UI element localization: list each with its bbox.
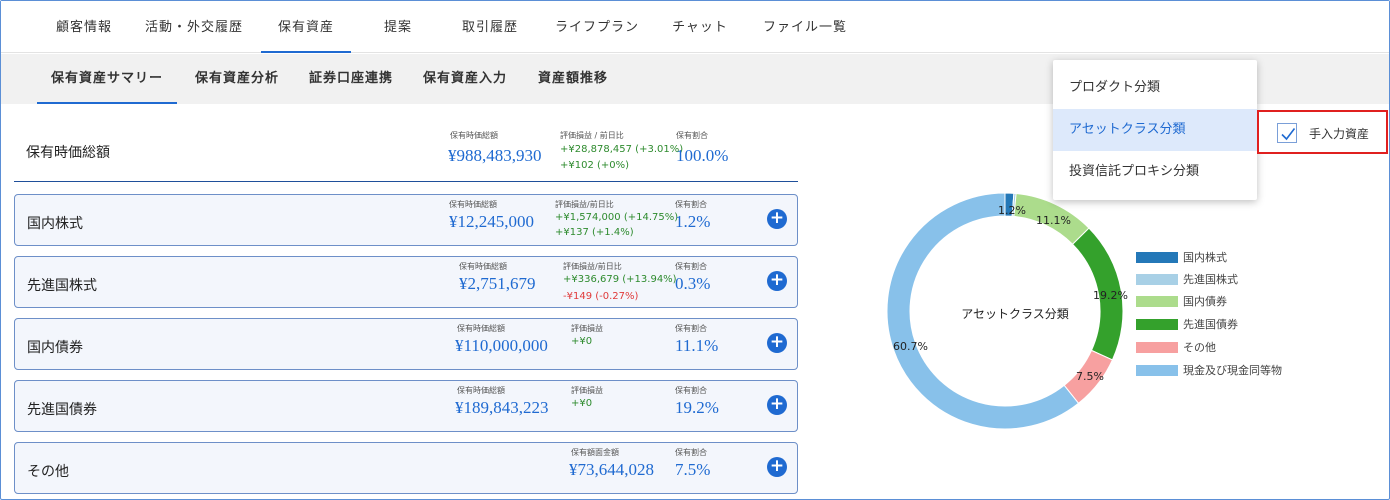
slice-cash (886, 192, 1080, 430)
asset-row-developed-stocks: 先進国株式 保有時価総額 ¥2,751,679 評価損益/前日比 +¥336,6… (14, 256, 798, 308)
total-holdings-row: 保有時価総額 保有時価総額 ¥988,483,930 評価損益 / 前日比 +¥… (14, 120, 798, 182)
top-navigation: 顧客情報 活動・外交履歴 保有資産 提案 取引履歴 ライフプラン チャット ファ… (1, 1, 1389, 53)
asset-gain: +¥0 (571, 336, 593, 347)
asset-label: 先進国債券 (27, 402, 97, 418)
total-label: 保有時価総額 (26, 145, 110, 161)
legend-label: 国内債券 (1183, 295, 1227, 308)
asset-daily-change: -¥149 (-0.27%) (563, 291, 639, 302)
total-gain-caption: 評価損益 / 前日比 (560, 131, 624, 140)
expand-plus-button[interactable]: + (767, 209, 787, 229)
legend-label: その他 (1183, 341, 1216, 354)
subtab-holdings-summary[interactable]: 保有資産サマリー (37, 54, 177, 104)
tab-file-list[interactable]: ファイル一覧 (762, 20, 847, 35)
asset-ratio-caption: 保有割合 (675, 386, 707, 395)
tab-chat[interactable]: チャット (672, 20, 728, 35)
dropdown-item-fund-proxy[interactable]: 投資信託プロキシ分類 (1069, 164, 1200, 179)
asset-value-caption: 保有時価総額 (459, 262, 507, 271)
asset-value: ¥12,245,000 (449, 212, 534, 231)
chart-label-developed-bonds: 19.2% (1093, 289, 1128, 302)
classification-dropdown: プロダクト分類 アセットクラス分類 投資信託プロキシ分類 (1053, 60, 1257, 200)
total-value: ¥988,483,930 (448, 146, 542, 165)
asset-gain: +¥336,679 (+13.94%) (563, 274, 677, 285)
asset-class-donut-chart (886, 192, 1124, 430)
legend-swatch (1136, 274, 1178, 285)
chart-label-other: 7.5% (1076, 370, 1104, 383)
legend-swatch (1136, 342, 1178, 353)
subtab-holdings-analysis[interactable]: 保有資産分析 (194, 71, 279, 86)
subtab-holdings-input[interactable]: 保有資産入力 (422, 71, 507, 86)
asset-row-developed-bonds: 先進国債券 保有時価総額 ¥189,843,223 評価損益 +¥0 保有割合 … (14, 380, 798, 432)
asset-value: ¥110,000,000 (455, 336, 548, 355)
asset-value-caption: 保有額面金額 (571, 448, 619, 457)
asset-ratio: 1.2% (675, 212, 711, 231)
asset-ratio-caption: 保有割合 (675, 262, 707, 271)
manual-assets-checkbox[interactable] (1277, 123, 1297, 143)
asset-label: 国内債券 (27, 340, 83, 356)
total-value-caption: 保有時価総額 (450, 131, 498, 140)
legend-swatch (1136, 365, 1178, 376)
asset-ratio-caption: 保有割合 (675, 448, 707, 457)
tab-life-plan[interactable]: ライフプラン (554, 20, 639, 35)
tab-holdings[interactable]: 保有資産 (261, 1, 351, 53)
subtab-asset-trend[interactable]: 資産額推移 (537, 71, 608, 86)
legend-label: 国内株式 (1183, 251, 1227, 264)
asset-value: ¥73,644,028 (569, 460, 654, 479)
asset-gain-caption: 評価損益 (571, 324, 603, 333)
asset-gain: +¥0 (571, 398, 593, 409)
asset-ratio-caption: 保有割合 (675, 200, 707, 209)
dropdown-item-asset-class[interactable]: アセットクラス分類 (1053, 109, 1257, 151)
asset-row-domestic-bonds: 国内債券 保有時価総額 ¥110,000,000 評価損益 +¥0 保有割合 1… (14, 318, 798, 370)
total-daily-change: +¥102 (+0%) (560, 160, 630, 171)
expand-plus-button[interactable]: + (767, 457, 787, 477)
asset-gain-caption: 評価損益/前日比 (555, 200, 614, 209)
asset-value-caption: 保有時価総額 (457, 386, 505, 395)
total-gain: +¥28,878,457 (+3.01%) (560, 144, 684, 155)
asset-ratio: 19.2% (675, 398, 719, 417)
asset-label: 先進国株式 (27, 278, 97, 294)
total-ratio: 100.0% (676, 146, 729, 165)
legend-label: 先進国株式 (1183, 273, 1238, 286)
asset-label: その他 (27, 464, 69, 480)
expand-plus-button[interactable]: + (767, 333, 787, 353)
tab-transaction-history[interactable]: 取引履歴 (461, 20, 518, 35)
tab-proposal[interactable]: 提案 (383, 20, 412, 35)
asset-ratio-caption: 保有割合 (675, 324, 707, 333)
asset-value: ¥189,843,223 (455, 398, 549, 417)
asset-daily-change: +¥137 (+1.4%) (555, 227, 634, 238)
asset-row-other: その他 保有額面金額 ¥73,644,028 保有割合 7.5% + (14, 442, 798, 494)
legend-swatch (1136, 252, 1178, 263)
expand-plus-button[interactable]: + (767, 271, 787, 291)
dropdown-item-product[interactable]: プロダクト分類 (1069, 80, 1161, 95)
chart-label-cash: 60.7% (893, 340, 928, 353)
check-icon (1281, 128, 1296, 141)
subtab-brokerage-link[interactable]: 証券口座連携 (308, 71, 393, 86)
legend-label: 先進国債券 (1183, 318, 1238, 331)
legend-swatch (1136, 319, 1178, 330)
asset-value: ¥2,751,679 (459, 274, 536, 293)
asset-gain-caption: 評価損益/前日比 (563, 262, 622, 271)
tab-customer-info[interactable]: 顧客情報 (55, 20, 112, 35)
legend-swatch (1136, 296, 1178, 307)
chart-label-domestic-stocks: 1.2% (998, 204, 1026, 217)
tab-activity-history[interactable]: 活動・外交履歴 (144, 20, 243, 35)
legend-label: 現金及び現金同等物 (1183, 364, 1282, 377)
total-ratio-caption: 保有割合 (676, 131, 708, 140)
asset-value-caption: 保有時価総額 (449, 200, 497, 209)
asset-gain: +¥1,574,000 (+14.75%) (555, 212, 679, 223)
asset-row-domestic-stocks: 国内株式 保有時価総額 ¥12,245,000 評価損益/前日比 +¥1,574… (14, 194, 798, 246)
asset-label: 国内株式 (27, 216, 83, 232)
asset-value-caption: 保有時価総額 (457, 324, 505, 333)
manual-assets-toggle: 手入力資産 (1257, 110, 1388, 154)
expand-plus-button[interactable]: + (767, 395, 787, 415)
asset-ratio: 7.5% (675, 460, 711, 479)
asset-gain-caption: 評価損益 (571, 386, 603, 395)
asset-ratio: 11.1% (675, 336, 719, 355)
asset-ratio: 0.3% (675, 274, 711, 293)
chart-label-domestic-bonds: 11.1% (1036, 214, 1071, 227)
manual-assets-label: 手入力資産 (1309, 127, 1370, 141)
chart-title: アセットクラス分類 (961, 307, 1069, 321)
